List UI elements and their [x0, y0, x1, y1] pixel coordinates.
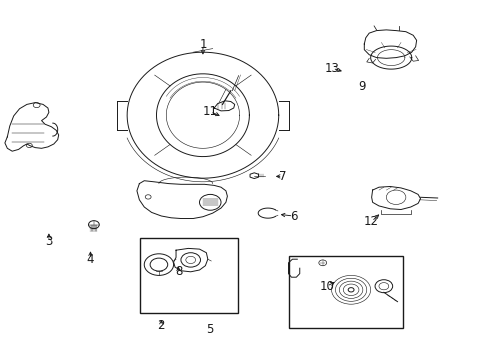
- Text: 13: 13: [325, 62, 339, 75]
- Text: 10: 10: [319, 280, 333, 293]
- Bar: [140, 238, 238, 313]
- Text: 12: 12: [364, 215, 378, 228]
- Text: 7: 7: [278, 170, 286, 183]
- Text: 4: 4: [86, 253, 94, 266]
- Text: 6: 6: [289, 210, 297, 222]
- Text: 9: 9: [357, 80, 365, 93]
- Text: 5: 5: [206, 323, 214, 336]
- Text: 11: 11: [203, 105, 217, 118]
- Text: 3: 3: [45, 235, 53, 248]
- Text: 8: 8: [174, 265, 182, 278]
- Text: 2: 2: [157, 319, 165, 332]
- Text: 1: 1: [199, 39, 206, 51]
- Bar: [288, 256, 403, 328]
